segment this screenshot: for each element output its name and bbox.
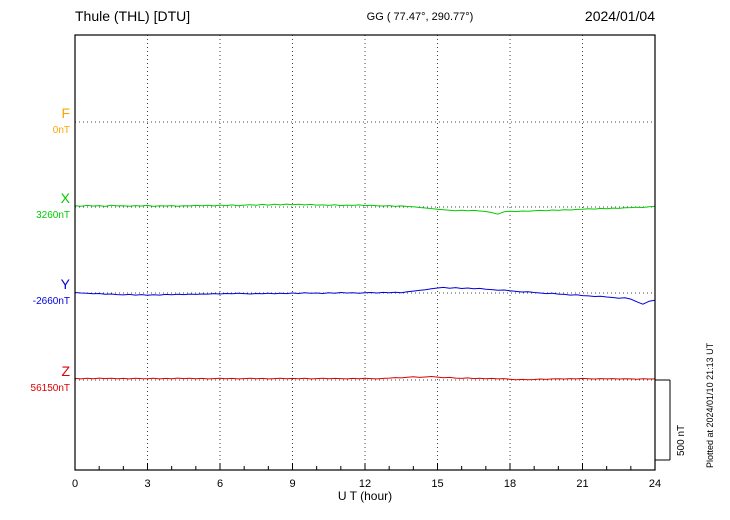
series-baseline-value-Z: 56150nT [30, 383, 70, 394]
x-tick-label: 0 [72, 478, 78, 490]
station-title: Thule (THL) [DTU] [75, 8, 191, 24]
x-tick-label: 24 [649, 478, 661, 490]
plotted-at-caption: Plotted at 2024/01/10 21:13 UT [705, 342, 715, 468]
series-line-Z [74, 376, 656, 381]
scale-bar-label: 500 nT [676, 424, 687, 456]
x-tick-label: 12 [359, 478, 371, 490]
plot-date: 2024/01/04 [584, 8, 655, 24]
x-axis-label: U T (hour) [337, 489, 393, 503]
series-label-Y: Y [60, 276, 70, 292]
x-tick-label: 3 [144, 478, 150, 490]
series-baseline-value-X: 3260nT [36, 210, 70, 221]
series-baseline-value-F: 0nT [52, 125, 70, 136]
series-label-Z: Z [61, 363, 70, 379]
x-tick-label: 15 [431, 478, 443, 490]
x-tick-label: 21 [576, 478, 588, 490]
x-tick-label: 6 [217, 478, 223, 490]
x-tick-label: 18 [504, 478, 516, 490]
series-label-F: F [61, 105, 70, 121]
series-baseline-value-Y: -2660nT [32, 296, 70, 307]
series-line-Y [74, 286, 656, 305]
series-label-X: X [60, 190, 70, 206]
geographic-coordinates: GG ( 77.47°, 290.77°) [366, 11, 474, 23]
series-line-X [74, 203, 656, 215]
x-tick-label: 9 [289, 478, 295, 490]
plot-frame [74, 34, 656, 471]
